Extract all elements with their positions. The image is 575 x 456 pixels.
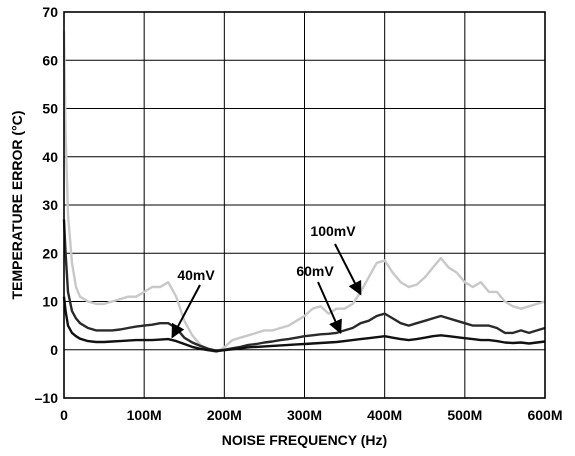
series-line-40mV: [62, 296, 546, 353]
series-line-60mV: [62, 219, 546, 352]
annotation-arrow: [171, 284, 201, 339]
y-tick-label: 20: [42, 245, 58, 261]
annotation-label: 100mV: [310, 223, 356, 239]
annotations: 100mV 60mV 40mV: [171, 223, 362, 339]
y-tick-label: 50: [42, 101, 58, 117]
y-tick-label: 0: [50, 342, 58, 358]
y-tick-labels: –10 0 10 20 30 40 50 60 70: [35, 4, 59, 406]
series-line-100mV: [62, 31, 546, 354]
annotation-label: 40mV: [177, 267, 215, 283]
grid: [63, 11, 546, 399]
y-tick-label: 30: [42, 197, 58, 213]
x-tick-label: 200M: [207, 407, 242, 423]
x-tick-labels: 0 100M 200M 300M 400M 500M 600M: [60, 407, 562, 423]
series-lines: [62, 31, 546, 354]
x-tick-label: 0: [60, 407, 68, 423]
y-tick-label: 40: [42, 149, 58, 165]
y-tick-label: –10: [35, 390, 59, 406]
y-tick-label: 60: [42, 52, 58, 68]
x-axis-label: NOISE FREQUENCY (Hz): [222, 432, 387, 448]
annotation-arrow: [334, 243, 362, 296]
x-tick-label: 100M: [127, 407, 162, 423]
y-tick-label: 10: [42, 294, 58, 310]
plot-frame: [63, 11, 546, 399]
x-tick-label: 600M: [527, 407, 562, 423]
y-tick-label: 70: [42, 4, 58, 20]
annotation-arrow: [317, 281, 342, 335]
x-tick-label: 500M: [447, 407, 482, 423]
y-axis-label: TEMPERATURE ERROR (°C): [9, 111, 25, 300]
x-tick-label: 300M: [287, 407, 322, 423]
x-tick-label: 400M: [367, 407, 402, 423]
annotation-label: 60mV: [296, 263, 334, 279]
